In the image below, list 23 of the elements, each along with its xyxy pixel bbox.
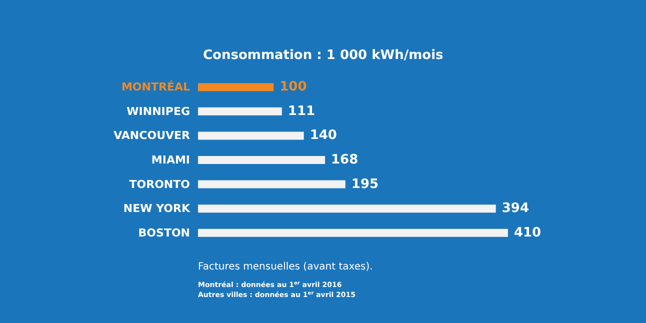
y-tick-label: WINNIPEG [126, 104, 190, 118]
bar [198, 156, 326, 164]
data-label: 111 [288, 104, 316, 119]
y-tick-label: VANCOUVER [114, 129, 191, 142]
y-tick-label: NEW YORK [123, 202, 190, 216]
data-label: 140 [310, 128, 337, 144]
bar [198, 180, 346, 188]
bar [198, 83, 274, 92]
bar [198, 228, 508, 237]
data-label: 410 [514, 225, 542, 240]
y-tick-label: TORONTO [129, 178, 190, 191]
y-tick-label: BOSTON [138, 226, 190, 240]
text: Factures mensuelles (avant taxes). [198, 262, 373, 272]
bar [198, 132, 304, 140]
bar [198, 107, 282, 116]
data-label: 100 [280, 80, 307, 95]
data-label: 168 [331, 152, 358, 168]
y-tick-label: MONTRÉAL [121, 80, 190, 94]
y-tick-label: MIAMI [151, 154, 190, 166]
data-label: 195 [351, 176, 379, 192]
data-label: 394 [502, 201, 530, 216]
bar [198, 204, 496, 213]
chart-title: Consommation : 1 000 kWh/mois [203, 48, 444, 63]
